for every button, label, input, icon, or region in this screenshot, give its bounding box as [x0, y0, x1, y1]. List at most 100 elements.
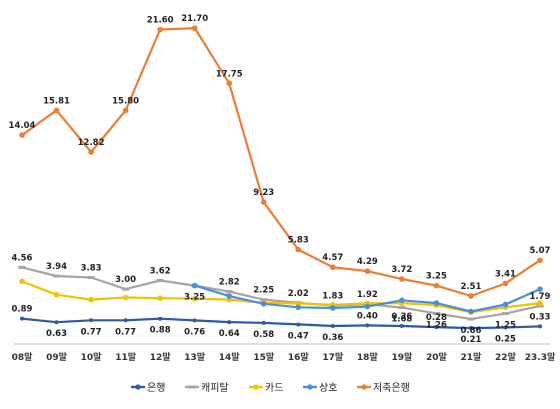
- x-tick-label: 23.3말: [525, 351, 556, 363]
- legend: 은행 캐피탈 카드 상호 저축은행: [131, 381, 410, 394]
- legend-item: 은행: [131, 382, 165, 394]
- data-label: 0.76: [184, 327, 205, 337]
- series-point: [468, 308, 474, 315]
- series-point: [399, 276, 405, 282]
- series-line-0: [21, 317, 541, 330]
- series-point: [157, 26, 163, 33]
- legend-marker: [135, 384, 141, 390]
- series-point: [295, 300, 302, 307]
- data-label: 1.92: [357, 290, 378, 300]
- legend-item: 캐피탈: [185, 381, 229, 394]
- series-point: [364, 303, 371, 310]
- series-point: [122, 294, 129, 301]
- series-point: [53, 107, 60, 114]
- series-point: [330, 264, 336, 271]
- data-label: 3.72: [391, 265, 412, 275]
- series-line-2: [21, 280, 541, 314]
- series-point: [365, 323, 370, 328]
- data-label: 14.04: [9, 121, 36, 131]
- data-label-layer: 0.89 0.63 0.77 0.77 0.88 0.76 0.64 0.58 0.47 0.36…: [9, 14, 551, 345]
- data-label: 3.83: [81, 264, 102, 274]
- series-point: [191, 282, 198, 289]
- data-label: 4.57: [322, 253, 343, 263]
- series-point: [19, 278, 25, 285]
- legend-label: 카드: [265, 382, 283, 394]
- data-label: 4.29: [357, 257, 378, 267]
- data-label: 3.94: [46, 262, 67, 272]
- series-point: [260, 300, 267, 307]
- x-tick-label: 11말: [115, 351, 137, 363]
- series-point: [433, 300, 440, 306]
- series-point: [192, 318, 197, 323]
- x-tick-label: 18말: [357, 351, 379, 363]
- series-point: [88, 296, 94, 303]
- data-label: 1.68: [391, 315, 412, 325]
- x-tick-labels: 08말 09말 10말 11말 12말 13말 14말 15말 16말 17말 18말 19말 20말 2…: [12, 351, 556, 363]
- data-label: 0.63: [46, 329, 67, 339]
- data-label: 0.77: [115, 327, 136, 337]
- data-label: 5.07: [530, 246, 551, 256]
- legend-item: 카드: [249, 382, 283, 394]
- data-label: 2.51: [460, 282, 481, 292]
- series-point: [295, 246, 302, 253]
- series-point: [123, 318, 128, 323]
- series-point: [260, 298, 268, 302]
- series-point: [537, 257, 543, 264]
- series-point: [330, 305, 336, 311]
- series-point: [432, 311, 440, 315]
- series-point: [538, 324, 542, 329]
- series-layer: [18, 25, 544, 331]
- series-point: [502, 301, 509, 308]
- series-point: [122, 107, 129, 114]
- legend-marker: [307, 384, 313, 390]
- data-label: 4.56: [12, 253, 33, 263]
- data-label: 17.75: [216, 69, 243, 79]
- series-point: [434, 325, 439, 330]
- data-label: 9.23: [253, 188, 274, 198]
- data-label: 3.25: [426, 272, 447, 282]
- data-label: 1.26: [426, 320, 447, 330]
- data-label: 1.83: [322, 291, 343, 301]
- series-point: [158, 316, 163, 321]
- data-label: 21.60: [147, 16, 174, 26]
- data-label: 1.25: [495, 321, 516, 331]
- series-line-4: [21, 27, 541, 298]
- series-point: [398, 306, 406, 310]
- series-point: [226, 293, 232, 299]
- series-point: [122, 287, 130, 291]
- x-tick-label: 21말: [461, 351, 483, 363]
- data-label: 0.28: [426, 313, 447, 323]
- series-point: [87, 276, 95, 280]
- x-tick-label: 20말: [426, 351, 448, 363]
- series-point: [52, 274, 61, 278]
- data-label: 3.00: [115, 275, 136, 285]
- data-label: 0.77: [81, 327, 102, 337]
- data-label: 3.41: [495, 269, 516, 279]
- series-point: [503, 325, 508, 330]
- x-tick-label: 16말: [288, 351, 310, 363]
- series-point: [156, 278, 164, 282]
- series-point: [296, 322, 301, 327]
- series-point: [226, 80, 232, 87]
- data-label: 0.89: [12, 305, 33, 315]
- x-tick-label: 22말: [495, 351, 517, 363]
- legend-item: 상호: [303, 382, 337, 394]
- legend-marker: [361, 384, 367, 390]
- data-label: 0.88: [150, 326, 171, 336]
- series-point: [364, 268, 371, 274]
- series-point: [261, 320, 266, 325]
- data-label: 0.25: [495, 335, 516, 345]
- x-tick-label: 17말: [322, 351, 344, 363]
- x-tick-label: 12말: [150, 351, 172, 363]
- x-tick-label: 13말: [184, 351, 206, 363]
- series-point: [330, 323, 335, 328]
- series-point: [399, 297, 405, 304]
- series-point: [260, 199, 267, 205]
- data-label: 15.80: [112, 96, 139, 106]
- data-label: 0.33: [530, 312, 551, 322]
- series-point: [502, 280, 509, 287]
- data-label: 15.81: [43, 96, 70, 106]
- legend-label: 은행: [147, 382, 165, 394]
- x-tick-label: 15말: [253, 351, 275, 363]
